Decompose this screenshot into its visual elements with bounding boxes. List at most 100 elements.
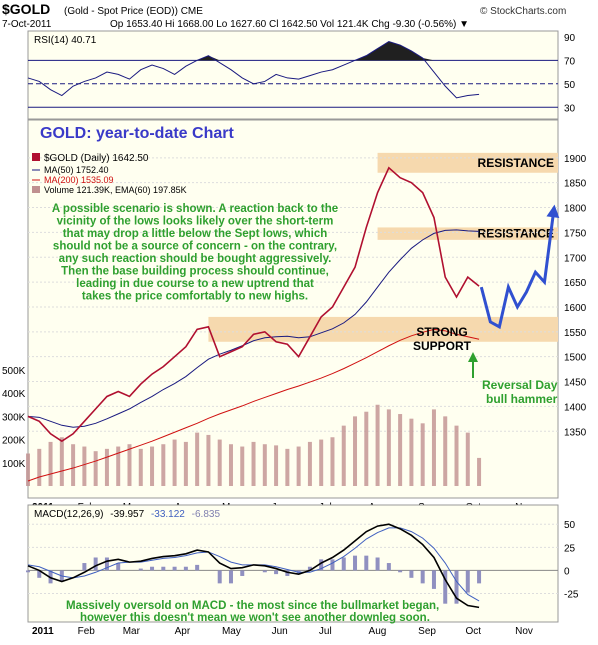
volume-bar-35 [420,423,425,486]
scenario-line-3: should not be a source of concern - on t… [53,241,337,253]
brand-text: © StockCharts.com [480,6,566,17]
description-text: (Gold - Spot Price (EOD)) CME [64,6,203,17]
price-tick-1850: 1850 [564,179,587,190]
macd-hist-bar-8 [116,563,121,571]
volume-bar-36 [431,409,436,486]
volume-bar-34 [409,418,414,486]
volume-bar-11 [150,446,155,486]
support-label-2: SUPPORT [413,339,472,353]
volume-bar-8 [116,446,121,486]
volume-bar-32 [386,409,391,486]
price-tick-1500: 1500 [564,353,587,364]
macd-tick-0: 0 [564,566,570,577]
macd-hist-bar-30 [364,555,369,571]
volume-bar-40 [477,457,482,486]
macd-hist-bar-19 [240,570,245,576]
rsi-line [27,41,480,99]
volume-bar-37 [443,416,448,486]
volume-bar-13 [172,439,177,486]
macd-hist-bar-35 [420,570,425,584]
reversal-label-2: bull hammer [486,392,558,406]
volume-bar-9 [127,444,132,486]
macd-hist-bar-1 [37,570,42,578]
price-tick-1450: 1450 [564,378,587,389]
legend-ma50: MA(50) 1752.40 [44,165,109,175]
macd-tick-25: 25 [564,543,576,554]
price-panel: RESISTANCE RESISTANCE 1900 1850 1800 1750 170… [2,119,587,513]
symbol-text: $GOLD [2,1,50,17]
volume-bar-7 [104,448,109,486]
macd-hist-bar-27 [330,559,335,571]
scenario-line-4: any such reaction should be bought aggre… [59,253,332,265]
price-tick-1400: 1400 [564,402,587,413]
macd-month-label-2: Mar [123,626,141,637]
scenario-annotation: A possible scenario is shown. A reaction… [52,203,338,303]
rsi-tick-90: 90 [564,33,576,44]
price-tick-1600: 1600 [564,303,587,314]
volume-bars [26,404,482,486]
volume-tick-1: 400K [2,389,26,400]
volume-tick-0: 500K [2,366,26,377]
macd-line [27,523,480,609]
macd-hist-bar-40 [477,570,482,584]
chart-title: GOLD: year-to-date Chart [40,125,234,142]
macd-month-label-3: Apr [175,626,191,637]
macd-month-label-10: Nov [515,626,533,637]
volume-bar-22 [274,445,279,486]
macd-hist-bar-31 [375,557,380,571]
scenario-line-1: vicinity of the lows looks likely over t… [57,216,334,228]
volume-bar-3 [59,437,64,486]
volume-bar-12 [161,444,166,486]
macd-hist-bar-13 [172,566,177,571]
legend-volume: Volume 121.39K, EMA(60) 197.85K [44,185,187,195]
reversal-arrow-head [468,352,478,362]
volume-bar-24 [296,446,301,486]
rsi-tick-70: 70 [564,56,576,67]
macd-hist-bar-39 [465,570,470,593]
volume-bar-25 [307,441,312,486]
zone-band-2 [208,316,558,342]
volume-bar-28 [341,425,346,486]
volume-bar-1 [37,448,42,486]
volume-bar-6 [93,451,98,486]
rsi-frame [27,30,559,120]
macd-hist-bar-33 [398,570,403,573]
macd-hist-bar-15 [195,564,200,571]
volume-tick-2: 300K [2,412,26,423]
macd-legend-signal: -33.122 [151,509,185,520]
macd-month-label-9: Oct [466,626,482,637]
macd-month-label-5: Jun [272,626,288,637]
volume-bar-4 [71,444,76,486]
date-text: 7-Oct-2011 [2,19,52,30]
price-tick-1750: 1750 [564,228,587,239]
volume-bar-16 [206,434,211,486]
rsi-ticks: 90 70 50 30 [564,33,576,114]
volume-bar-0 [26,453,30,486]
zone-label-0: RESISTANCE [478,156,554,170]
price-line [27,166,480,443]
macd-hist-bar-6 [93,557,98,571]
macd-month-label-0: 2011 [32,626,54,637]
macd-month-label-7: Aug [369,626,387,637]
macd-hist-bar-18 [228,570,233,584]
reversal-label-1: Reversal Day [482,378,558,392]
macd-month-labels: 2011 Feb Mar Apr May Jun Jul Aug Sep Oct Nov [32,626,533,637]
macd-hist-bar-7 [104,557,109,571]
macd-month-label-8: Sep [418,626,436,637]
macd-hist-bar-11 [150,566,155,571]
volume-bar-29 [353,416,358,486]
macd-hist-bar-5 [82,563,87,571]
rsi-legend: RSI(14) 40.71 [34,35,97,46]
rsi-tick-30: 30 [564,103,576,114]
macd-hist-bar-25 [307,566,312,571]
macd-hist-bar-28 [341,557,346,571]
price-tick-1350: 1350 [564,427,587,438]
macd-tick-50: 50 [564,520,576,531]
volume-bar-31 [375,404,380,486]
macd-hist-bar-0 [26,570,30,573]
support-annotation: STRONG SUPPORT [413,325,472,353]
macd-month-label-4: May [222,626,241,637]
volume-tick-3: 200K [2,436,26,447]
scenario-line-2: that may drop a little below the Sept lo… [63,228,328,240]
price-tick-1700: 1700 [564,253,587,264]
